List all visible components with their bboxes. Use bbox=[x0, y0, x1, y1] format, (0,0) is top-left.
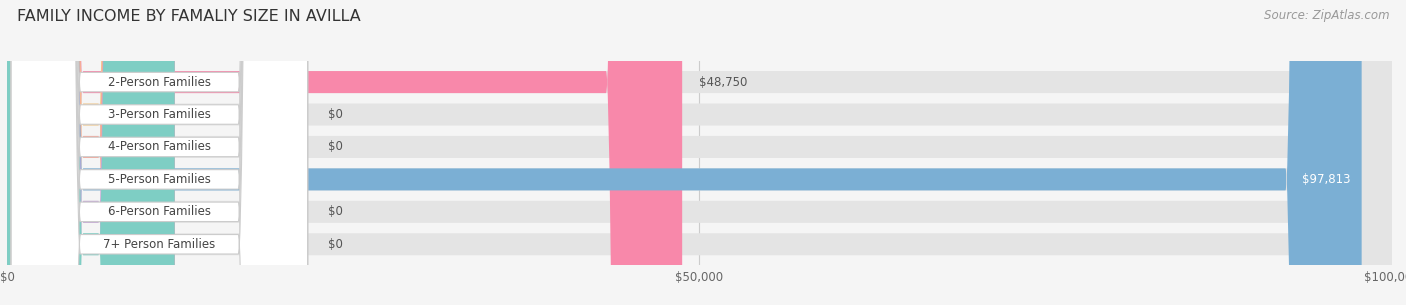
FancyBboxPatch shape bbox=[7, 0, 1361, 305]
FancyBboxPatch shape bbox=[7, 0, 1392, 305]
FancyBboxPatch shape bbox=[7, 0, 174, 305]
FancyBboxPatch shape bbox=[7, 0, 1392, 305]
FancyBboxPatch shape bbox=[7, 0, 1392, 305]
Text: FAMILY INCOME BY FAMALIY SIZE IN AVILLA: FAMILY INCOME BY FAMALIY SIZE IN AVILLA bbox=[17, 9, 360, 24]
FancyBboxPatch shape bbox=[11, 0, 308, 305]
Text: $0: $0 bbox=[329, 108, 343, 121]
Text: $48,750: $48,750 bbox=[699, 76, 747, 88]
FancyBboxPatch shape bbox=[7, 0, 1392, 305]
FancyBboxPatch shape bbox=[7, 0, 1392, 305]
Text: 7+ Person Families: 7+ Person Families bbox=[103, 238, 215, 251]
FancyBboxPatch shape bbox=[11, 0, 308, 305]
FancyBboxPatch shape bbox=[7, 0, 1392, 305]
Text: Source: ZipAtlas.com: Source: ZipAtlas.com bbox=[1264, 9, 1389, 22]
Text: $0: $0 bbox=[329, 141, 343, 153]
FancyBboxPatch shape bbox=[11, 0, 308, 305]
Text: 3-Person Families: 3-Person Families bbox=[108, 108, 211, 121]
FancyBboxPatch shape bbox=[7, 0, 174, 305]
Text: $97,813: $97,813 bbox=[1302, 173, 1351, 186]
FancyBboxPatch shape bbox=[11, 0, 308, 305]
Text: 6-Person Families: 6-Person Families bbox=[108, 205, 211, 218]
FancyBboxPatch shape bbox=[11, 0, 308, 305]
Text: 4-Person Families: 4-Person Families bbox=[108, 141, 211, 153]
FancyBboxPatch shape bbox=[11, 0, 308, 305]
Text: 2-Person Families: 2-Person Families bbox=[108, 76, 211, 88]
FancyBboxPatch shape bbox=[7, 0, 682, 305]
Text: $0: $0 bbox=[329, 238, 343, 251]
FancyBboxPatch shape bbox=[7, 0, 174, 305]
Text: $0: $0 bbox=[329, 205, 343, 218]
FancyBboxPatch shape bbox=[7, 0, 174, 305]
Text: 5-Person Families: 5-Person Families bbox=[108, 173, 211, 186]
